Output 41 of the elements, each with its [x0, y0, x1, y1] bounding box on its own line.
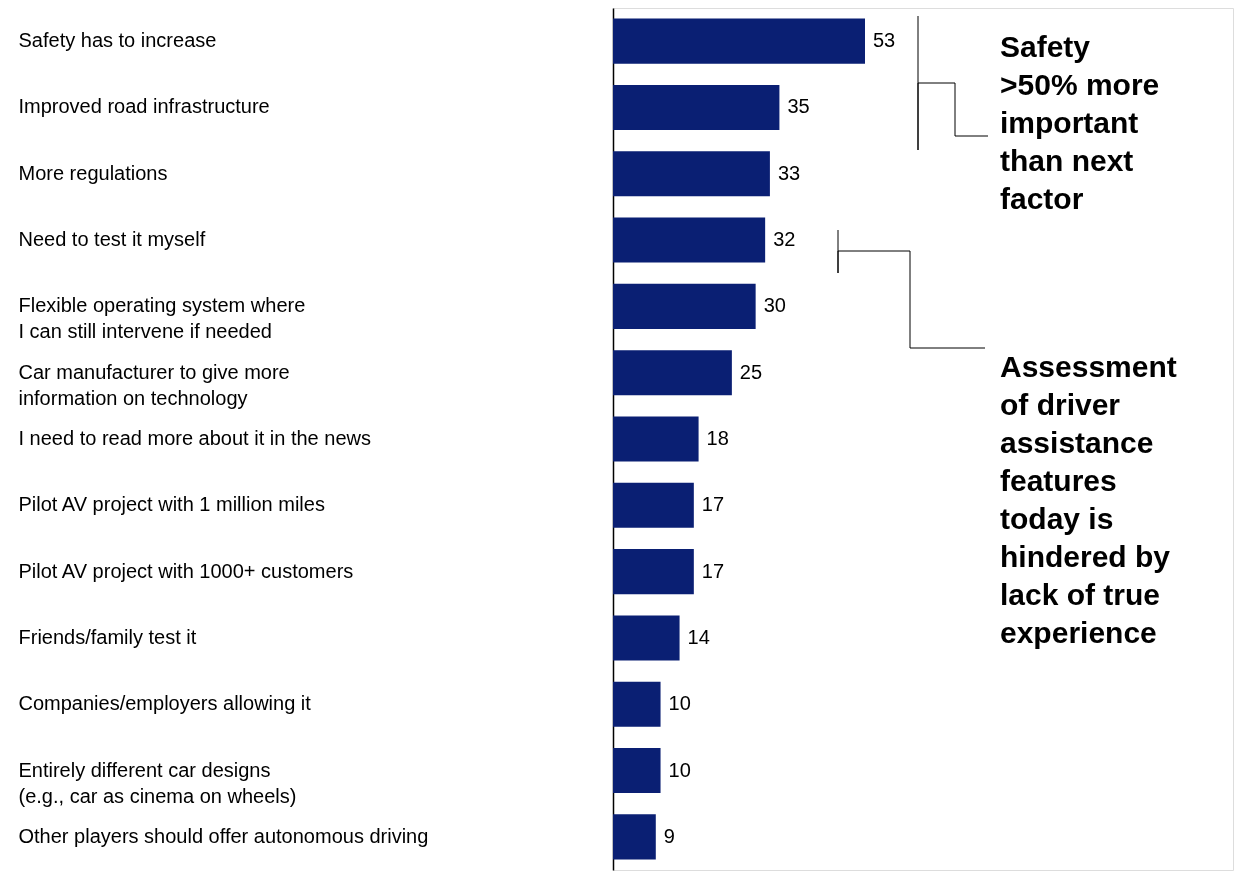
bar	[613, 482, 694, 528]
y-tick-label: Companies/employers allowing it	[18, 692, 312, 715]
y-tick-label: Need to test it myself	[18, 228, 206, 251]
data-label: 33	[777, 161, 801, 184]
data-label: 25	[739, 360, 763, 383]
y-tick-label: I need to read more about it in the news	[18, 427, 371, 449]
bar	[613, 681, 661, 727]
y-tick-label: Car manufacturer to give more information on technology	[18, 360, 290, 409]
bar	[613, 747, 661, 794]
y-tick-label: Pilot AV project with 1 million miles	[18, 493, 325, 516]
bar	[613, 18, 865, 64]
data-label: 9	[663, 824, 675, 847]
text: Assessment of driver assistance features today is hindered by lack of true experience	[1000, 350, 1177, 649]
bar	[613, 549, 694, 595]
y-tick-label: Safety has to increase	[18, 29, 217, 52]
y-tick-label: Other players should offer autonomous driving	[18, 824, 429, 847]
y-tick-label: Improved road infrastructure	[18, 95, 270, 118]
bar	[613, 151, 770, 197]
data-label: 17	[701, 493, 725, 516]
data-label: 10	[668, 758, 691, 781]
bar	[613, 217, 766, 263]
y-tick-label: Friends/family test it	[18, 625, 197, 648]
y-tick-label: Flexible operating system where I can still intervene if needed	[18, 294, 306, 343]
bar	[613, 84, 780, 131]
data-label: 30	[763, 294, 786, 317]
bar	[613, 350, 732, 396]
y-tick-label: Entirely different car designs (e.g., car as cinema on wheels)	[18, 758, 297, 807]
data-label: 53	[873, 29, 896, 52]
bar	[613, 615, 680, 661]
text: Safety >50% more important than next factor	[1000, 30, 1160, 215]
data-label: 35	[787, 95, 810, 118]
y-tick-label: Pilot AV project with 1000+ customers	[18, 559, 354, 582]
y-tick-label: More regulations	[18, 161, 168, 184]
data-label: 32	[773, 228, 796, 251]
bar	[613, 814, 656, 860]
data-label: 14	[687, 625, 710, 648]
bar	[613, 283, 756, 329]
bar	[613, 416, 699, 462]
data-label: 10	[668, 692, 691, 715]
data-label: 17	[701, 559, 725, 582]
data-label: 18	[706, 427, 729, 449]
